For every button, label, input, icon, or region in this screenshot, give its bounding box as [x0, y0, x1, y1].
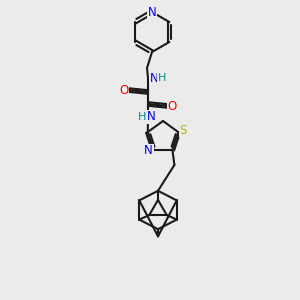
Text: H: H: [158, 73, 166, 83]
Text: H: H: [138, 112, 146, 122]
Text: N: N: [150, 71, 158, 85]
Text: N: N: [144, 144, 153, 158]
Text: O: O: [119, 83, 129, 97]
Text: N: N: [148, 5, 156, 19]
Text: N: N: [147, 110, 155, 124]
Text: S: S: [179, 124, 187, 136]
Text: O: O: [167, 100, 177, 112]
